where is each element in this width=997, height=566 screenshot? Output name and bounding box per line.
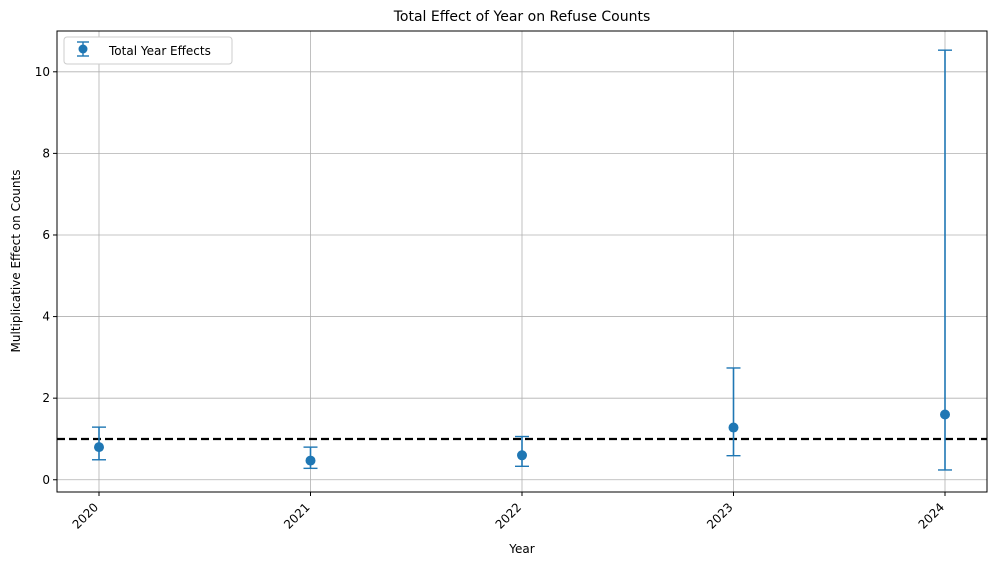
legend: Total Year Effects bbox=[63, 36, 233, 65]
y-axis: 0 2 4 6 8 10 bbox=[35, 65, 57, 487]
y-tick-label: 10 bbox=[35, 65, 50, 79]
data-point bbox=[940, 409, 950, 420]
data-layer bbox=[92, 49, 952, 471]
data-point bbox=[517, 450, 527, 461]
y-tick-label: 8 bbox=[42, 146, 50, 160]
data-point bbox=[728, 422, 739, 433]
data-point bbox=[305, 455, 316, 466]
y-tick-label: 6 bbox=[42, 228, 50, 242]
legend-box bbox=[63, 36, 233, 65]
legend-label: Total Year Effects bbox=[108, 44, 211, 58]
legend-marker bbox=[77, 41, 89, 57]
legend-dot bbox=[78, 44, 88, 54]
chart-title: Total Effect of Year on Refuse Counts bbox=[393, 9, 651, 25]
y-tick-label: 4 bbox=[42, 310, 50, 324]
x-axis-label: Year bbox=[508, 542, 534, 556]
y-tick-label: 0 bbox=[42, 473, 50, 487]
data-point bbox=[94, 442, 104, 453]
y-tick-label: 2 bbox=[42, 391, 50, 405]
y-axis-label: Multiplicative Effect on Counts bbox=[9, 170, 23, 353]
